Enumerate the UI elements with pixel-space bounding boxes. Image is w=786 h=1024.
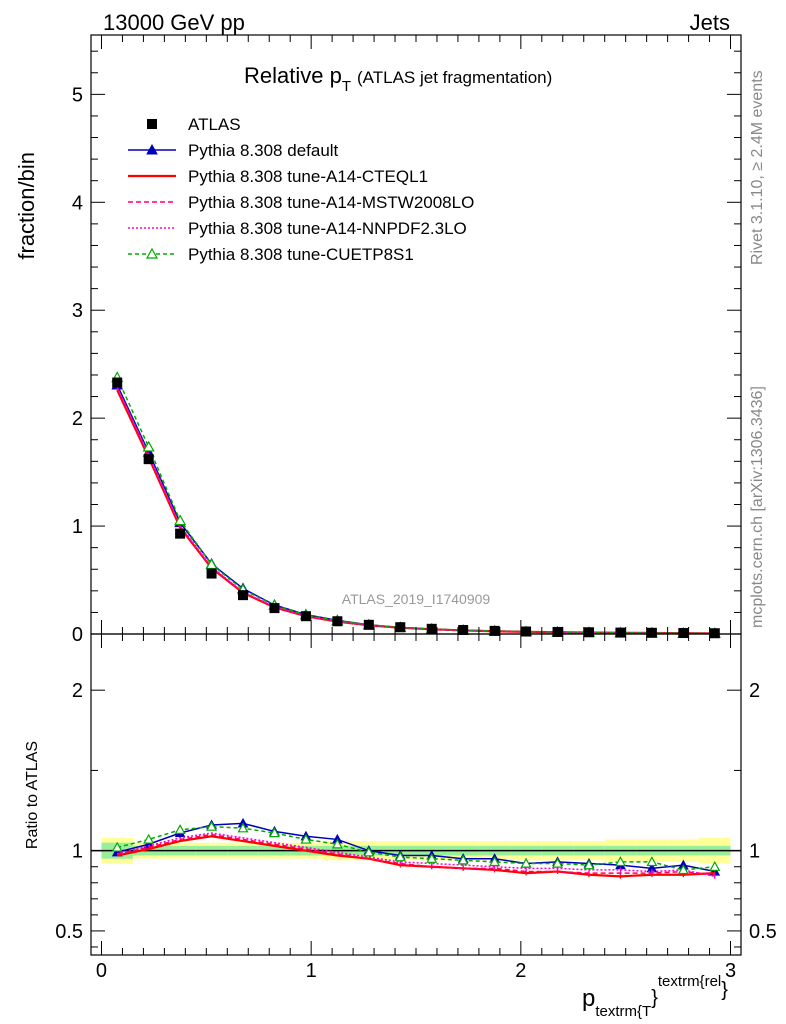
marker-pythia-8-308-tune-cuetp8s1: [174, 824, 186, 835]
x-axis-label-close-sub: }: [651, 987, 658, 1009]
marker-pythia-8-308-tune-cuetp8s1: [363, 846, 375, 857]
data-point: [646, 627, 657, 638]
y-tick-label: 3: [72, 300, 83, 322]
chart-title-paren: (ATLAS jet fragmentation): [357, 68, 552, 87]
y-tick-label: 1: [72, 516, 83, 538]
x-tick-label: 1: [306, 960, 317, 982]
marker-pythia-8-308-tune-cuetp8s1: [457, 854, 469, 865]
data-point: [112, 377, 123, 388]
data-point: [426, 623, 437, 634]
x-tick-label: 3: [725, 960, 736, 982]
data-point: [395, 622, 406, 633]
chart-title-main: Relative p: [244, 63, 342, 88]
data-point: [583, 627, 594, 638]
ratio-tick-label-right: 0.5: [749, 921, 777, 943]
marker-pythia-8-308-tune-cuetp8s1: [174, 514, 187, 526]
x-axis-label-sub: textrm{T: [595, 1003, 651, 1020]
x-axis-label-close-sup: }: [721, 979, 728, 1001]
ratio-tick-label: 1: [72, 841, 83, 863]
data-point: [143, 454, 154, 465]
marker-pythia-8-308-tune-cuetp8s1: [426, 852, 438, 863]
data-point: [269, 603, 280, 614]
y-axis-label: fraction/bin: [14, 152, 39, 260]
marker-pythia-8-308-tune-cuetp8s1: [143, 833, 155, 844]
marker-pythia-8-308-tune-cuetp8s1: [268, 827, 280, 838]
marker-pythia-8-308-tune-cuetp8s1: [331, 838, 343, 849]
watermark: ATLAS_2019_I1740909: [342, 591, 491, 607]
chart-title-sub: T: [342, 78, 351, 95]
x-tick-label: 2: [515, 960, 526, 982]
chart-title: Relative pT (ATLAS jet fragmentation): [244, 63, 552, 95]
marker-pythia-8-308-tune-cuetp8s1: [237, 822, 249, 833]
series-line-pythia-8-308-tune-a14-mstw2008lo: [116, 387, 715, 635]
marker-pythia-8-308-default: [146, 143, 158, 155]
ratio-tick-label-right: 2: [749, 680, 760, 702]
data-point: [552, 626, 563, 637]
data-point: [175, 528, 186, 539]
data-point: [238, 590, 249, 601]
legend-marker-atlas: [147, 119, 157, 129]
legend: ATLAS Pythia 8.308 default Pythia 8.308 tu…: [128, 115, 474, 264]
marker-pythia-8-308-tune-cuetp8s1: [394, 851, 406, 862]
ratio-axis-label: Ratio to ATLAS: [24, 741, 41, 849]
legend-label-atlas: ATLAS: [188, 115, 241, 134]
legend-label-pythia-8-308-default: Pythia 8.308 default: [188, 141, 339, 160]
legend-label-pythia-8-308-tune-cuetp8s1: Pythia 8.308 tune-CUETP8S1: [188, 245, 414, 264]
marker-pythia-8-308-tune-cuetp8s1: [520, 857, 532, 868]
data-point: [363, 619, 374, 630]
x-axis-label-sup: textrm{rel: [658, 973, 721, 990]
legend-label-pythia-8-308-tune-a14-mstw2008lo: Pythia 8.308 tune-A14-MSTW2008LO: [188, 193, 474, 212]
data-point: [678, 628, 689, 639]
x-axis-label: ptextrm{T}textrm{rel}: [582, 973, 728, 1020]
side-text-top: Rivet 3.1.10, ≥ 2.4M events: [749, 70, 766, 265]
data-point: [300, 611, 311, 622]
ratio-line-pythia-8-308-tune-cuetp8s1: [117, 825, 715, 871]
y-tick-label: 4: [72, 192, 83, 214]
marker-pythia-8-308-tune-cuetp8s1: [677, 864, 689, 875]
marker-pythia-8-308-tune-cuetp8s1: [646, 856, 658, 867]
data-point: [206, 568, 217, 579]
data-point: [458, 625, 469, 636]
data-point: [332, 616, 343, 627]
main-panel: 0 1 2 3 4 5: [72, 34, 742, 646]
data-point: [615, 627, 626, 638]
marker-pythia-8-308-tune-cuetp8s1: [583, 859, 595, 870]
ratio-tick-label: 0.5: [55, 921, 83, 943]
x-axis-label-base: p: [582, 985, 595, 1012]
marker-pythia-8-308-tune-cuetp8s1: [111, 841, 123, 852]
ratio-line-pythia-8-308-default: [117, 822, 715, 873]
header-left: 13000 GeV pp: [103, 10, 245, 35]
ratio-tick-label: 2: [72, 680, 83, 702]
ratio-tick-label-right: 1: [749, 841, 760, 863]
marker-pythia-8-308-tune-cuetp8s1: [142, 440, 155, 452]
marker-pythia-8-308-tune-cuetp8s1: [709, 860, 721, 871]
marker-pythia-8-308-tune-cuetp8s1: [206, 820, 218, 831]
side-text-bottom: mcplots.cern.ch [arXiv:1306.3436]: [749, 386, 766, 628]
marker-pythia-8-308-tune-cuetp8s1: [145, 247, 159, 259]
ratio-panel: 0 1 2 3 0.5 0.5 1 1 2 2: [55, 633, 777, 982]
marker-pythia-8-308-tune-cuetp8s1: [300, 833, 312, 844]
marker-pythia-8-308-tune-cuetp8s1: [205, 558, 218, 570]
marker-pythia-8-308-tune-cuetp8s1: [552, 857, 564, 868]
y-tick-label: 5: [72, 84, 83, 106]
y-tick-label: 0: [72, 624, 83, 646]
y-tick-label: 2: [72, 408, 83, 430]
header-right: Jets: [690, 10, 730, 35]
data-point: [489, 625, 500, 636]
series-line-pythia-8-308-tune-a14-nnpdf2-3lo: [116, 387, 715, 635]
data-point: [709, 628, 720, 639]
marker-pythia-8-308-tune-cuetp8s1: [489, 856, 501, 867]
x-tick-label: 0: [96, 960, 107, 982]
marker-pythia-8-308-tune-cuetp8s1: [614, 856, 626, 867]
legend-label-pythia-8-308-tune-a14-cteql1: Pythia 8.308 tune-A14-CTEQL1: [188, 167, 428, 186]
legend-label-pythia-8-308-tune-a14-nnpdf2-3lo: Pythia 8.308 tune-A14-NNPDF2.3LO: [188, 219, 467, 238]
ratio-line-pythia-8-308-tune-a14-cteql1: [116, 835, 715, 878]
data-point: [521, 626, 532, 637]
